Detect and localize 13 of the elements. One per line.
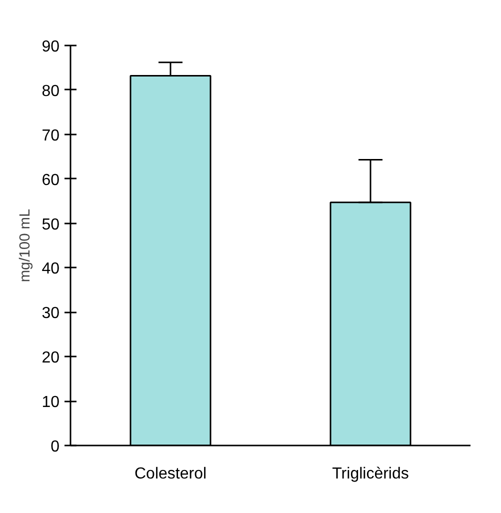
y-tick-label: 90 xyxy=(42,38,60,56)
y-tick-label: 60 xyxy=(42,172,60,189)
y-tick-label: 70 xyxy=(42,127,60,144)
y-axis-title: mg/100 mL xyxy=(18,208,34,282)
y-tick-label: 0 xyxy=(50,438,60,456)
x-tick-label: Triglicèrids xyxy=(332,466,409,482)
y-tick-label: 80 xyxy=(42,82,60,100)
y-tick-label: 20 xyxy=(42,350,60,367)
y-tick-label: 10 xyxy=(42,394,60,412)
y-tick-label: 50 xyxy=(42,216,60,234)
y-tick-label: 40 xyxy=(42,260,60,278)
y-tick-label: 30 xyxy=(42,305,60,322)
x-tick-label: Colesterol xyxy=(134,466,207,482)
